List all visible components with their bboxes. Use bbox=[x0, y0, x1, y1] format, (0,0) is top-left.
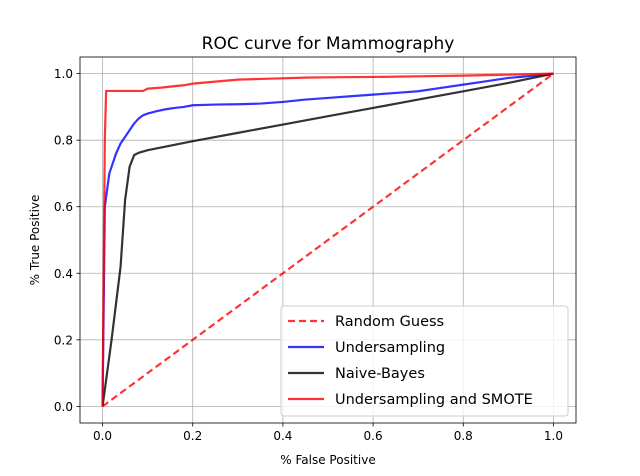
legend-box bbox=[280, 305, 569, 417]
y-tick-label: 0.8 bbox=[54, 134, 73, 148]
y-tick-label: 0.4 bbox=[54, 267, 73, 281]
series-line-random-guess bbox=[101, 72, 555, 408]
legend-label-undersampling-and-smote: Undersampling and SMOTE bbox=[335, 392, 533, 408]
legend-label-naive-bayes: Naive-Bayes bbox=[335, 366, 425, 382]
y-tick-label: 0.6 bbox=[54, 200, 73, 214]
plot-frame bbox=[79, 56, 577, 424]
series-lines bbox=[101, 72, 555, 408]
x-tick-label: 0.6 bbox=[364, 429, 383, 443]
chart-title: ROC curve for Mammography bbox=[202, 34, 455, 54]
series-line-undersampling-and-smote bbox=[101, 72, 554, 407]
legend-label-random-guess: Random Guess bbox=[335, 314, 444, 330]
x-tick-label: 0.2 bbox=[183, 429, 202, 443]
series-line-undersampling bbox=[101, 72, 554, 407]
x-tick-label: 1.0 bbox=[544, 429, 563, 443]
legend-label-undersampling: Undersampling bbox=[335, 340, 445, 356]
y-axis-label: % True Positive bbox=[28, 195, 42, 286]
legend: Random Guess Undersampling Naive-Bayes Unde… bbox=[280, 305, 569, 417]
x-tick-label: 0.0 bbox=[93, 429, 112, 443]
ticks: 0.0 0.2 0.4 0.6 0.8 1.0 0.0 0.2 0.4 0.6 0.8 1.0 bbox=[54, 67, 563, 443]
y-tick-label: 0.0 bbox=[54, 400, 73, 414]
x-tick-label: 0.4 bbox=[273, 429, 292, 443]
y-tick-label: 1.0 bbox=[54, 67, 73, 81]
x-tick-label: 0.8 bbox=[454, 429, 473, 443]
series-line-naive-bayes bbox=[101, 72, 554, 407]
grid bbox=[80, 57, 576, 423]
y-tick-label: 0.2 bbox=[54, 333, 73, 347]
x-axis-label: % False Positive bbox=[280, 453, 375, 467]
